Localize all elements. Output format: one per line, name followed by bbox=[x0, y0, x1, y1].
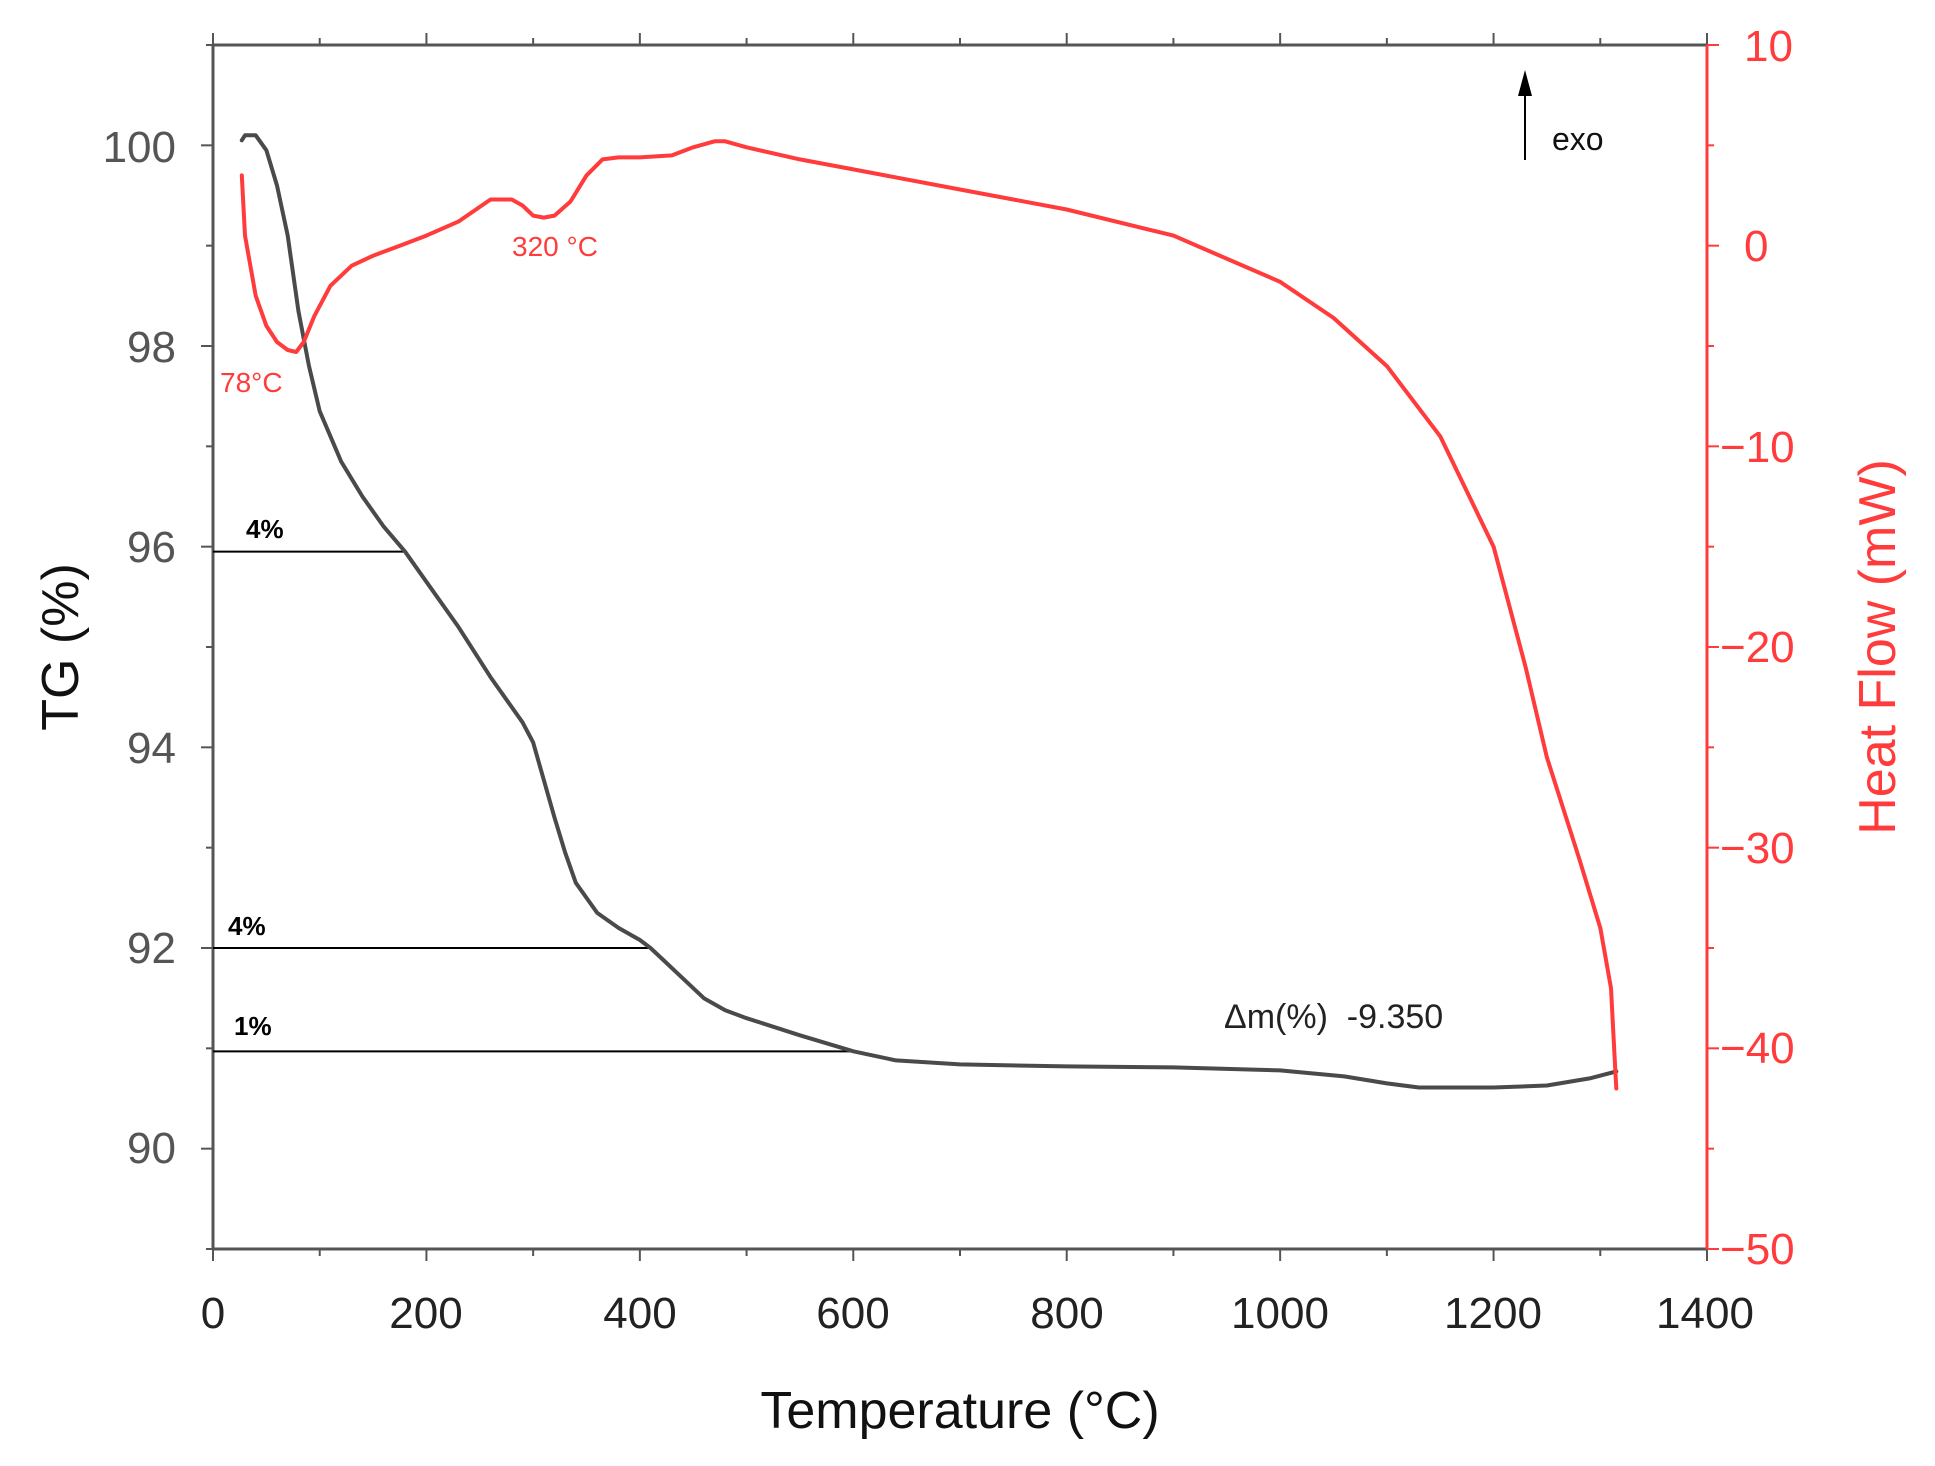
y2-tick-labels: −50 −40 −30 −20 −10 0 10 bbox=[1720, 22, 1795, 1274]
y-axis-title: TG (%) bbox=[32, 563, 90, 731]
y2-tick-label: −20 bbox=[1720, 623, 1795, 672]
tg-series-line bbox=[239, 133, 1619, 1090]
y-tick-label: 96 bbox=[127, 523, 176, 572]
y-tick-label: 98 bbox=[127, 323, 176, 372]
x-tick-label: 800 bbox=[1030, 1289, 1103, 1338]
x-tick-label: 1000 bbox=[1231, 1289, 1329, 1338]
y-tick-label: 94 bbox=[127, 724, 176, 773]
y-tick-label: 90 bbox=[127, 1124, 176, 1173]
x-tick-label: 400 bbox=[603, 1289, 676, 1338]
series-layer bbox=[239, 133, 1619, 1091]
x-tick-label: 200 bbox=[389, 1289, 462, 1338]
y-tick-label: 92 bbox=[127, 924, 176, 973]
peak-label-78: 78°C bbox=[220, 367, 283, 398]
exo-label: exo bbox=[1552, 121, 1604, 157]
step-label-2: 4% bbox=[228, 911, 266, 941]
exo-arrow-icon bbox=[1518, 70, 1532, 160]
ticks-layer bbox=[201, 33, 1719, 1261]
x-tick-labels: 0 200 400 600 800 1000 1200 1400 bbox=[201, 1289, 1754, 1338]
y2-tick-label: 0 bbox=[1744, 222, 1768, 271]
peak-label-320: 320 °C bbox=[512, 231, 598, 262]
y-tick-labels: 90 92 94 96 98 100 bbox=[103, 123, 176, 1173]
step-label-1: 4% bbox=[246, 514, 284, 544]
y2-tick-label: 10 bbox=[1744, 22, 1793, 71]
x-tick-label: 600 bbox=[816, 1289, 889, 1338]
x-tick-label: 1200 bbox=[1444, 1289, 1542, 1338]
step-label-3: 1% bbox=[234, 1011, 272, 1041]
x-tick-label: 1400 bbox=[1656, 1289, 1754, 1338]
y-tick-label: 100 bbox=[103, 123, 176, 172]
x-axis-title: Temperature (°C) bbox=[760, 1382, 1159, 1440]
y2-axis-title: Heat Flow (mW) bbox=[1849, 459, 1907, 835]
mass-loss-label: Δm(%) -9.350 bbox=[1224, 998, 1443, 1036]
y2-tick-label: −30 bbox=[1720, 824, 1795, 873]
step-lines-layer bbox=[213, 550, 854, 1053]
heat-flow-series-line bbox=[239, 139, 1619, 1091]
y2-tick-label: −50 bbox=[1720, 1225, 1795, 1274]
y2-tick-label: −40 bbox=[1720, 1024, 1795, 1073]
x-tick-label: 0 bbox=[201, 1289, 225, 1338]
y2-tick-label: −10 bbox=[1720, 423, 1795, 472]
